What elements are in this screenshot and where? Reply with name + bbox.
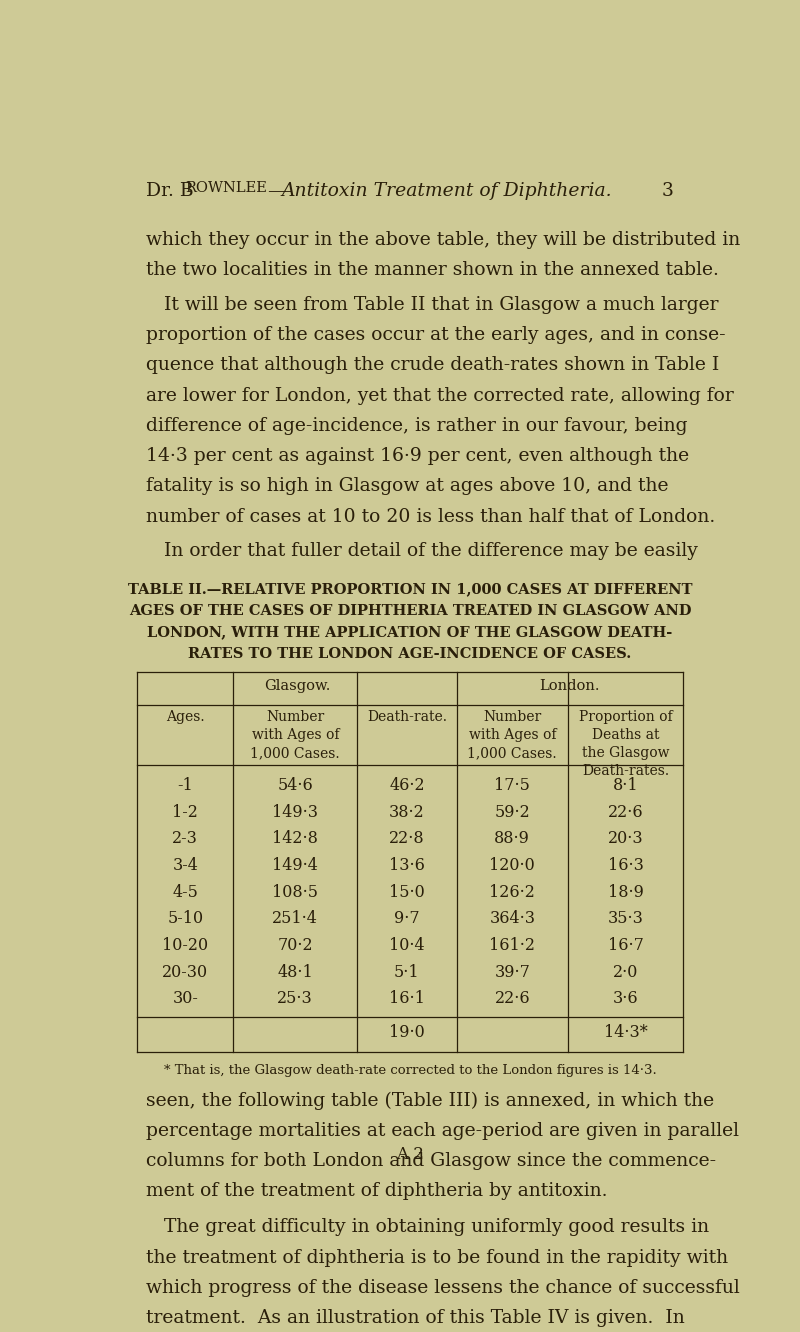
Text: Number
with Ages of
1,000 Cases.: Number with Ages of 1,000 Cases. bbox=[467, 710, 557, 761]
Text: 30-: 30- bbox=[172, 990, 198, 1007]
Text: which they occur in the above table, they will be distributed in: which they occur in the above table, the… bbox=[146, 230, 741, 249]
Text: * That is, the Glasgow death-rate corrected to the London figures is 14·3.: * That is, the Glasgow death-rate correc… bbox=[164, 1064, 656, 1078]
Text: difference of age-incidence, is rather in our favour, being: difference of age-incidence, is rather i… bbox=[146, 417, 688, 434]
Text: which progress of the disease lessens the chance of successful: which progress of the disease lessens th… bbox=[146, 1279, 740, 1297]
Text: Number
with Ages of
1,000 Cases.: Number with Ages of 1,000 Cases. bbox=[250, 710, 340, 761]
Text: 10-20: 10-20 bbox=[162, 936, 208, 954]
Text: fatality is so high in Glasgow at ages above 10, and the: fatality is so high in Glasgow at ages a… bbox=[146, 477, 669, 496]
Text: 38·2: 38·2 bbox=[389, 803, 425, 821]
Text: percentage mortalities at each age-period are given in parallel: percentage mortalities at each age-perio… bbox=[146, 1122, 739, 1140]
Text: 2·0: 2·0 bbox=[613, 963, 638, 980]
Text: —: — bbox=[267, 182, 286, 200]
Text: 70·2: 70·2 bbox=[278, 936, 313, 954]
Text: 2-3: 2-3 bbox=[172, 830, 198, 847]
Text: 5-10: 5-10 bbox=[167, 910, 203, 927]
Text: 22·6: 22·6 bbox=[494, 990, 530, 1007]
Text: columns for both London and Glasgow since the commence-: columns for both London and Glasgow sinc… bbox=[146, 1152, 717, 1169]
Text: Ages.: Ages. bbox=[166, 710, 205, 725]
Text: 39·7: 39·7 bbox=[494, 963, 530, 980]
Text: 108·5: 108·5 bbox=[272, 883, 318, 900]
Text: 16·1: 16·1 bbox=[389, 990, 425, 1007]
Text: TABLE II.—RELATIVE PROPORTION IN 1,000 CASES AT DIFFERENT: TABLE II.—RELATIVE PROPORTION IN 1,000 C… bbox=[128, 582, 692, 595]
Text: 1-2: 1-2 bbox=[172, 803, 198, 821]
Text: London.: London. bbox=[539, 678, 600, 693]
Text: 3: 3 bbox=[662, 182, 674, 200]
Text: 48·1: 48·1 bbox=[278, 963, 313, 980]
Text: A 2: A 2 bbox=[396, 1146, 424, 1163]
Text: 54·6: 54·6 bbox=[278, 777, 313, 794]
Text: 22·8: 22·8 bbox=[389, 830, 425, 847]
Text: The great difficulty in obtaining uniformly good results in: The great difficulty in obtaining unifor… bbox=[146, 1219, 710, 1236]
Text: number of cases at 10 to 20 is less than half that of London.: number of cases at 10 to 20 is less than… bbox=[146, 507, 716, 526]
Text: ment of the treatment of diphtheria by antitoxin.: ment of the treatment of diphtheria by a… bbox=[146, 1183, 608, 1200]
Text: seen, the following table (Table III) is annexed, in which the: seen, the following table (Table III) is… bbox=[146, 1091, 714, 1110]
Text: In order that fuller detail of the difference may be easily: In order that fuller detail of the diffe… bbox=[146, 542, 698, 561]
Text: 142·8: 142·8 bbox=[272, 830, 318, 847]
Text: 15·0: 15·0 bbox=[389, 883, 425, 900]
Text: Dr. B: Dr. B bbox=[146, 182, 194, 200]
Text: Glasgow.: Glasgow. bbox=[264, 678, 330, 693]
Text: LONDON, WITH THE APPLICATION OF THE GLASGOW DEATH-: LONDON, WITH THE APPLICATION OF THE GLAS… bbox=[147, 625, 673, 639]
Text: It will be seen from Table II that in Glasgow a much larger: It will be seen from Table II that in Gl… bbox=[146, 296, 719, 314]
Text: 20·3: 20·3 bbox=[608, 830, 643, 847]
Text: the two localities in the manner shown in the annexed table.: the two localities in the manner shown i… bbox=[146, 261, 719, 280]
Text: 14·3 per cent as against 16·9 per cent, even although the: 14·3 per cent as against 16·9 per cent, … bbox=[146, 448, 690, 465]
Text: quence that although the crude death-rates shown in Table I: quence that although the crude death-rat… bbox=[146, 357, 720, 374]
Text: 251·4: 251·4 bbox=[272, 910, 318, 927]
Text: 364·3: 364·3 bbox=[490, 910, 535, 927]
Text: 9·7: 9·7 bbox=[394, 910, 420, 927]
Text: 3-4: 3-4 bbox=[172, 856, 198, 874]
Text: Death-rate.: Death-rate. bbox=[367, 710, 447, 725]
Text: 13·6: 13·6 bbox=[389, 856, 425, 874]
Text: 16·3: 16·3 bbox=[607, 856, 643, 874]
Text: 149·4: 149·4 bbox=[272, 856, 318, 874]
Text: 8·1: 8·1 bbox=[613, 777, 638, 794]
Text: 88·9: 88·9 bbox=[494, 830, 530, 847]
Text: 14·3*: 14·3* bbox=[603, 1024, 647, 1042]
Text: AGES OF THE CASES OF DIPHTHERIA TREATED IN GLASGOW AND: AGES OF THE CASES OF DIPHTHERIA TREATED … bbox=[129, 603, 691, 618]
Text: 126·2: 126·2 bbox=[490, 883, 535, 900]
Text: proportion of the cases occur at the early ages, and in conse-: proportion of the cases occur at the ear… bbox=[146, 326, 726, 344]
Text: 25·3: 25·3 bbox=[278, 990, 313, 1007]
Text: 161·2: 161·2 bbox=[490, 936, 535, 954]
Text: 17·5: 17·5 bbox=[494, 777, 530, 794]
Text: 22·6: 22·6 bbox=[608, 803, 643, 821]
Text: 20-30: 20-30 bbox=[162, 963, 208, 980]
Text: 35·3: 35·3 bbox=[607, 910, 643, 927]
Text: treatment.  As an illustration of this Table IV is given.  In: treatment. As an illustration of this Ta… bbox=[146, 1309, 686, 1327]
Text: 19·0: 19·0 bbox=[389, 1024, 425, 1042]
Text: are lower for London, yet that the corrected rate, allowing for: are lower for London, yet that the corre… bbox=[146, 386, 734, 405]
Text: Proportion of
Deaths at
the Glasgow
Death-rates.: Proportion of Deaths at the Glasgow Deat… bbox=[578, 710, 672, 778]
Text: 3·6: 3·6 bbox=[613, 990, 638, 1007]
Text: 46·2: 46·2 bbox=[389, 777, 425, 794]
Text: 16·7: 16·7 bbox=[607, 936, 643, 954]
Text: 10·4: 10·4 bbox=[389, 936, 425, 954]
Text: ROWNLEE: ROWNLEE bbox=[185, 181, 267, 196]
Text: 149·3: 149·3 bbox=[272, 803, 318, 821]
Text: RATES TO THE LONDON AGE-INCIDENCE OF CASES.: RATES TO THE LONDON AGE-INCIDENCE OF CAS… bbox=[188, 647, 632, 661]
Text: the treatment of diphtheria is to be found in the rapidity with: the treatment of diphtheria is to be fou… bbox=[146, 1248, 729, 1267]
Text: Antitoxin Treatment of Diphtheria.: Antitoxin Treatment of Diphtheria. bbox=[282, 182, 612, 200]
Text: 120·0: 120·0 bbox=[490, 856, 535, 874]
Text: 18·9: 18·9 bbox=[607, 883, 643, 900]
Text: 59·2: 59·2 bbox=[494, 803, 530, 821]
Text: 4-5: 4-5 bbox=[172, 883, 198, 900]
Text: -1: -1 bbox=[178, 777, 193, 794]
Text: 5·1: 5·1 bbox=[394, 963, 420, 980]
